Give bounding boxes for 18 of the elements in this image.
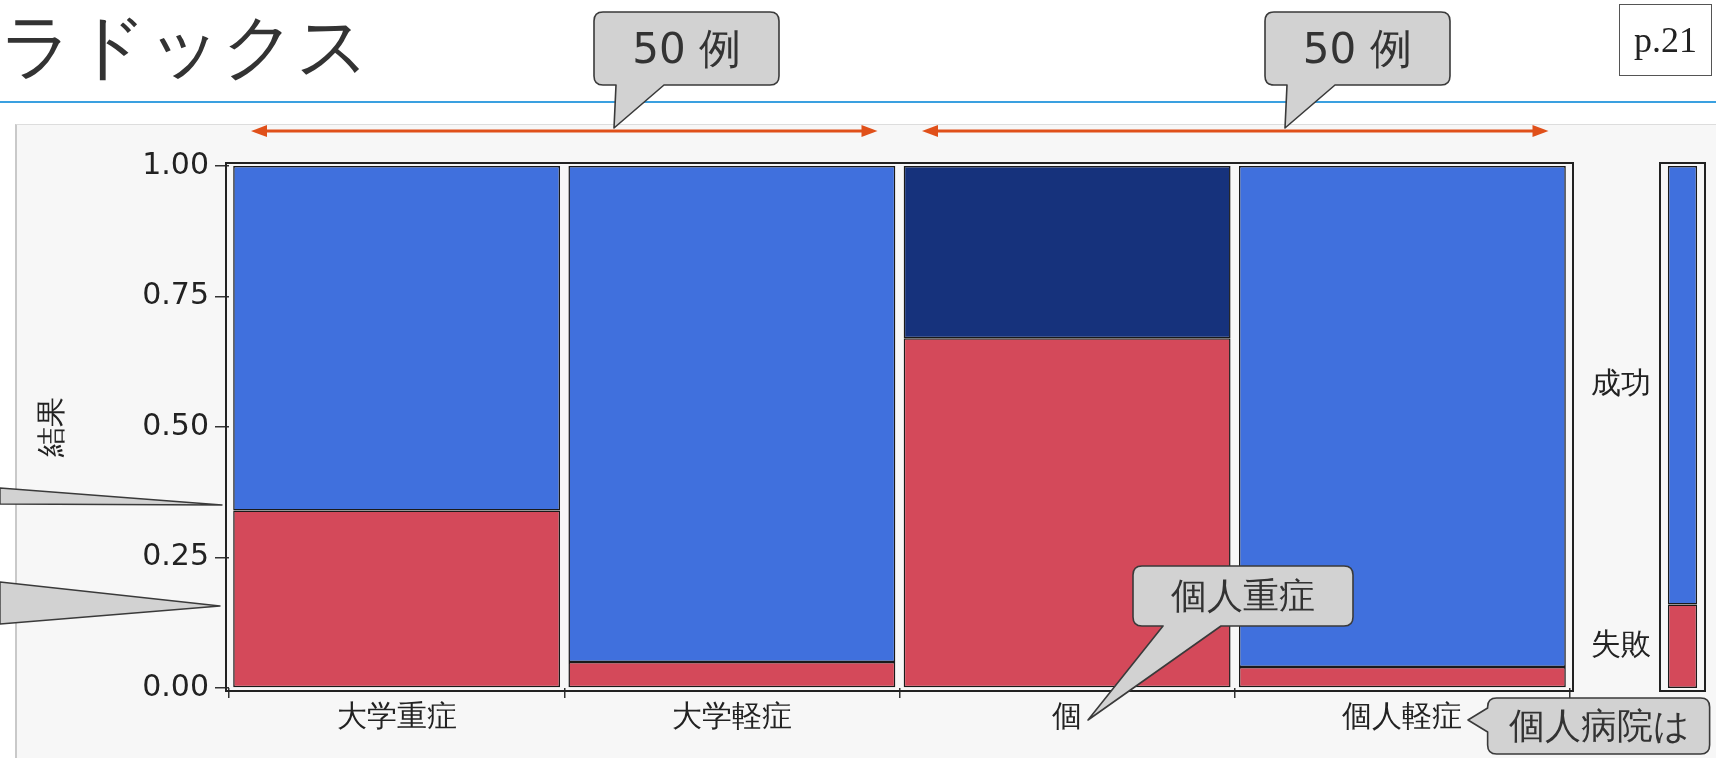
y-axis-title: 結果 — [32, 397, 68, 458]
text: 50 例 — [1301, 22, 1413, 75]
text: 個人病院は — [1507, 703, 1691, 748]
annotation: 個人重症 — [1170, 573, 1317, 618]
y-tick-label: 0.75 — [142, 276, 209, 312]
y-tick-label: 0.25 — [142, 537, 209, 573]
chart-title: ラドックス — [0, 3, 370, 90]
x-tick-label: 大学重症 — [336, 697, 457, 733]
series-label: 失敗 — [1591, 626, 1651, 662]
text: 50 例 — [631, 22, 743, 75]
series-label: 成功 — [1591, 365, 1651, 401]
text: p.21 — [1619, 4, 1712, 76]
x-tick-label: 大学軽症 — [671, 697, 792, 733]
y-tick-label: 0.00 — [142, 667, 209, 703]
y-tick-label: 0.50 — [142, 406, 209, 442]
x-tick-label: 個人軽症 — [1342, 697, 1463, 733]
x-tick-label: 個 — [1052, 697, 1083, 733]
y-tick-label: 1.00 — [142, 145, 209, 181]
